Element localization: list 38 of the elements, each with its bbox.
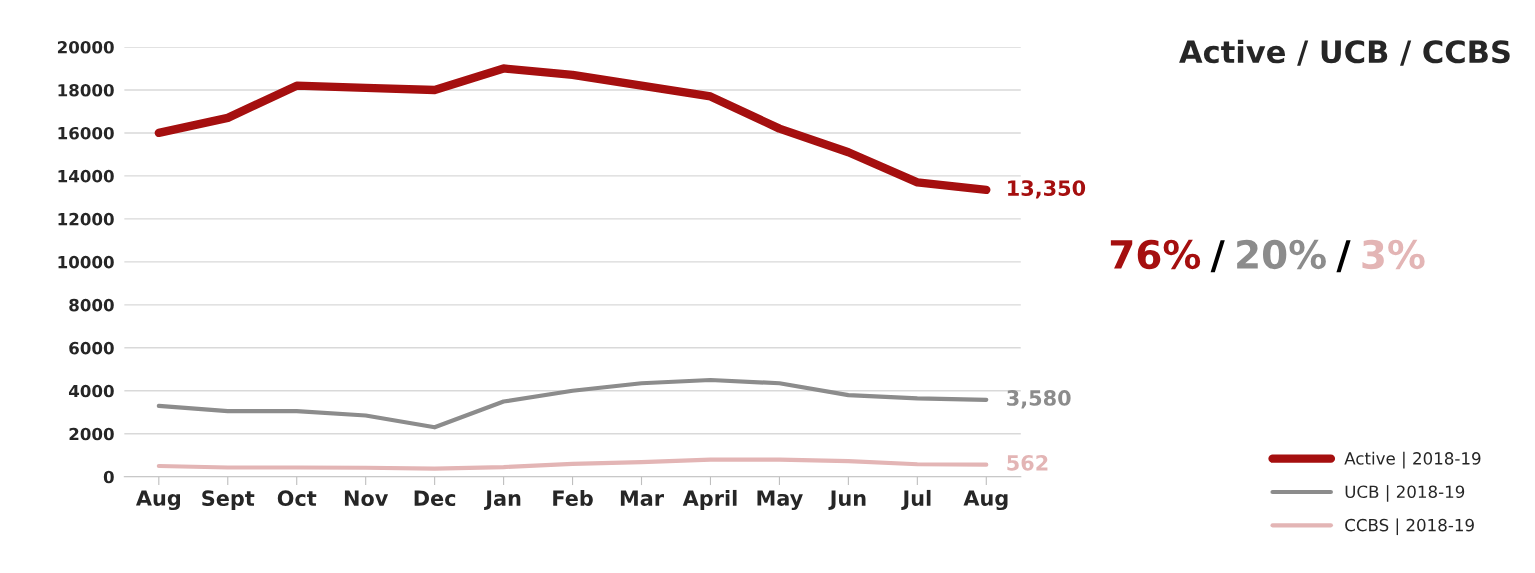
x-tick-label: Sept (202, 490, 255, 511)
line-series (156, 377, 989, 430)
y-tick-label: 16000 (58, 126, 114, 140)
y-tick-label: 0 (103, 470, 114, 484)
x-tick-label: Dec (414, 490, 456, 507)
x-tick-label: April (682, 489, 737, 511)
x-tick-label: Aug (963, 490, 1008, 511)
y-tick-label: 10000 (58, 255, 114, 269)
x-tick-label: Oct (277, 490, 317, 507)
x-tick-label: Aug (135, 490, 180, 511)
data-label: 562 (1007, 454, 1048, 471)
x-tick-label: Jul (901, 489, 931, 510)
data-label: 13,350 (1008, 180, 1086, 199)
y-tick-label: 8000 (69, 298, 114, 312)
x-tick-label: Nov (344, 490, 389, 507)
text: 76% (1110, 239, 1201, 270)
x-tick-label: May (757, 490, 803, 511)
legend-label: CCBS | 2018-19 (1345, 518, 1474, 536)
y-tick-label: 12000 (58, 212, 114, 226)
text: / (1336, 240, 1351, 273)
text: 3% (1362, 239, 1425, 270)
y-tick-label: 18000 (58, 83, 114, 97)
y-tick-label: 4000 (68, 384, 114, 398)
text: / (1210, 240, 1225, 273)
x-tick-label: Jun (828, 490, 866, 510)
y-tick-label: 6000 (69, 341, 114, 355)
x-tick-label: Mar (620, 490, 664, 507)
line-series (156, 457, 989, 471)
text: 20% (1237, 239, 1326, 270)
text: Active / UCB / CCBS (1179, 39, 1510, 66)
y-tick-label: 14000 (58, 169, 114, 183)
y-tick-label: 2000 (69, 427, 114, 441)
y-tick-label: 20000 (57, 40, 114, 54)
x-tick-label: Jan (484, 490, 521, 510)
legend-label: Active | 2018-19 (1344, 451, 1481, 469)
legend-label: UCB | 2018-19 (1345, 485, 1465, 502)
x-tick-label: Feb (553, 489, 593, 507)
data-label: 3,580 (1007, 390, 1071, 409)
